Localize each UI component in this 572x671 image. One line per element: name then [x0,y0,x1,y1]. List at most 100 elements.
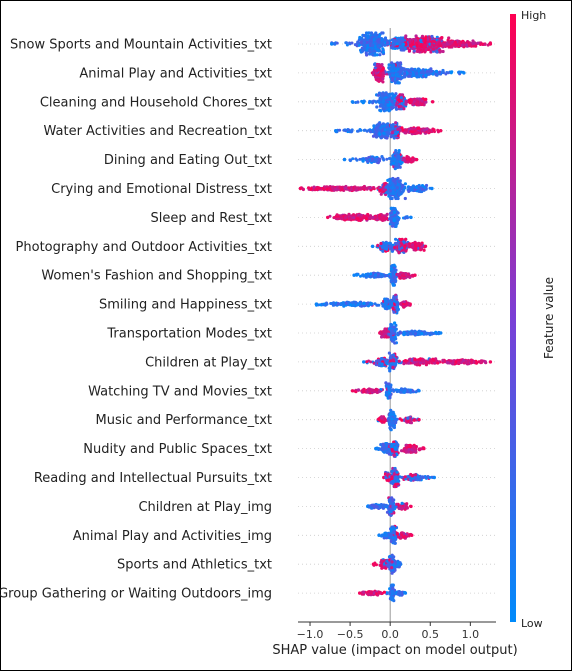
shap-point [352,216,356,220]
shap-point [391,270,395,274]
shap-point [396,218,400,222]
shap-point [377,34,381,38]
shap-point [462,41,466,45]
shap-point [386,103,390,107]
shap-point [400,126,404,130]
shap-point [378,132,382,136]
shap-point [391,69,395,73]
shap-point [395,72,399,76]
shap-point [376,79,381,83]
shap-point [393,246,397,250]
shap-point [404,131,408,135]
shap-point [430,186,434,191]
shap-point [330,42,334,46]
shap-point [317,186,322,190]
shap-point [407,69,411,73]
shap-point [396,81,400,85]
shap-point [404,102,408,106]
shap-point [372,99,375,103]
shap-point [389,216,394,220]
shap-point [379,109,383,113]
shap-point [398,238,402,242]
shap-point [441,42,446,46]
shap-point [370,244,375,248]
shap-point [381,107,385,111]
shap-point [435,73,439,77]
shap-point [390,181,394,185]
shap-point [414,157,419,162]
shap-point [343,128,347,132]
shap-point [377,67,381,71]
shap-point [449,71,453,75]
shap-point [381,50,385,54]
shap-point [407,242,412,246]
shap-point [431,47,435,51]
shap-point [368,31,372,35]
shap-point [400,102,404,106]
shap-point [363,38,367,42]
shap-point [413,38,417,42]
shap-point [391,96,395,100]
shap-point [360,36,364,41]
shap-point [353,185,357,189]
shap-point [321,186,325,191]
shap-point [369,272,373,276]
shap-point [312,185,316,189]
shap-point [375,105,379,109]
shap-point [370,157,374,161]
shap-point [403,75,407,79]
shap-point [437,41,441,45]
shap-point [412,73,416,77]
shap-point [432,44,436,48]
shap-point [403,196,407,201]
shap-point [429,50,433,54]
shap-point [393,210,397,214]
shap-point [355,188,359,192]
shap-point [402,67,406,71]
shap-point [361,273,365,277]
shap-point [393,275,397,279]
shap-point [422,128,426,132]
shap-point [395,160,399,164]
shap-point [441,49,445,54]
shap-point [381,77,385,81]
shap-point [344,186,348,190]
shap-point [382,158,386,162]
shap-point [401,39,405,43]
shap-point [383,128,387,132]
shap-point [367,49,372,53]
shap-point [390,106,394,110]
shap-point [397,63,401,67]
shap-point [351,188,355,192]
shap-point [335,213,339,217]
shap-point [403,216,407,220]
shap-point [397,154,401,158]
shap-point [355,42,359,46]
shap-point [401,184,405,188]
feature-swarm [298,176,434,201]
shap-point [352,273,356,277]
shap-point [472,44,476,48]
shap-point [419,186,423,190]
shap-point [415,41,419,45]
shap-point [371,43,375,47]
shap-point [377,128,381,132]
shap-point [382,131,386,135]
shap-point [455,43,459,47]
shap-point [379,241,383,246]
shap-point [411,184,415,188]
shap-point [298,186,303,191]
shap-point [398,165,402,169]
shap-point [368,186,372,190]
shap-point [390,131,394,135]
shap-point [395,186,399,190]
shap-point [362,47,367,51]
shap-point [420,102,424,107]
shap-point [426,37,430,41]
shap-point [381,66,385,70]
shap-point [392,38,396,42]
shap-point [378,53,382,57]
shap-point [374,215,378,219]
shap-point [420,71,424,75]
shap-point [409,187,413,191]
